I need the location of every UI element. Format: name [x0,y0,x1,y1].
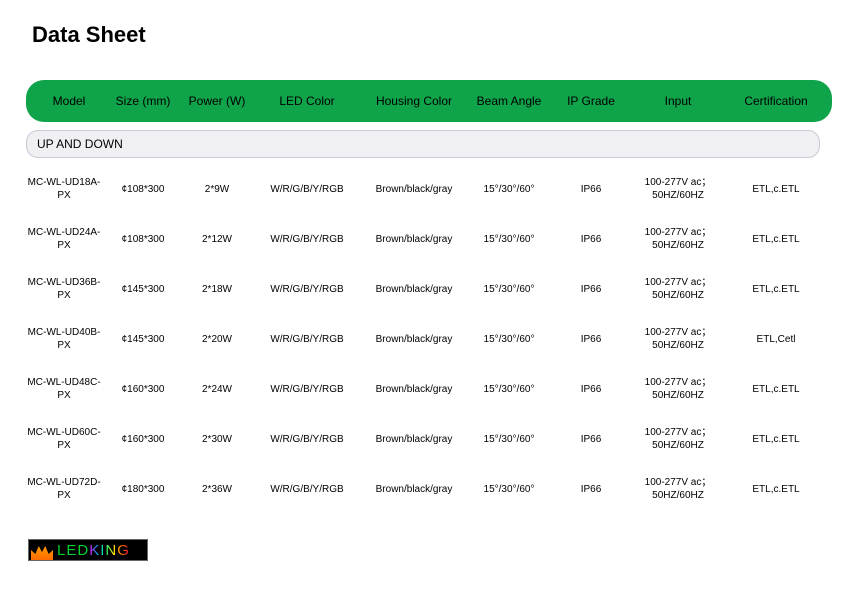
cell-size: ¢160*300 [104,383,182,396]
cell-model: MC-WL-UD72D-PX [26,476,104,502]
cell-ip: IP66 [552,333,630,346]
cell-cert: ETL,c.ETL [726,383,826,396]
table-row: MC-WL-UD24A-PX¢108*3002*12WW/R/G/B/Y/RGB… [26,214,836,264]
header-model: Model [26,94,104,108]
brand-logo: LEDKING [28,539,148,561]
cell-power: 2*20W [182,333,252,346]
cell-led: W/R/G/B/Y/RGB [252,233,362,246]
cell-input: 100-277V ac；50HZ/60HZ [630,176,726,202]
cell-cert: ETL,c.ETL [726,483,826,496]
cell-model: MC-WL-UD36B-PX [26,276,104,302]
cell-model: MC-WL-UD48C-PX [26,376,104,402]
cell-led: W/R/G/B/Y/RGB [252,283,362,296]
cell-ip: IP66 [552,183,630,196]
table-row: MC-WL-UD48C-PX¢160*3002*24WW/R/G/B/Y/RGB… [26,364,836,414]
cell-housing: Brown/black/gray [362,183,466,196]
cell-ip: IP66 [552,233,630,246]
cell-model: MC-WL-UD40B-PX [26,326,104,352]
cell-led: W/R/G/B/Y/RGB [252,483,362,496]
cell-size: ¢180*300 [104,483,182,496]
table-row: MC-WL-UD36B-PX¢145*3002*18WW/R/G/B/Y/RGB… [26,264,836,314]
header-housing: Housing Color [362,94,466,108]
cell-housing: Brown/black/gray [362,383,466,396]
header-ip: IP Grade [552,94,630,108]
cell-beam: 15°/30°/60° [466,433,552,446]
cell-beam: 15°/30°/60° [466,283,552,296]
cell-model: MC-WL-UD60C-PX [26,426,104,452]
cell-size: ¢108*300 [104,233,182,246]
cell-cert: ETL,c.ETL [726,183,826,196]
logo-king: KING [89,542,130,559]
logo-led: LED [57,542,89,559]
table-row: MC-WL-UD18A-PX¢108*3002*9WW/R/G/B/Y/RGBB… [26,164,836,214]
cell-led: W/R/G/B/Y/RGB [252,433,362,446]
cell-housing: Brown/black/gray [362,283,466,296]
cell-beam: 15°/30°/60° [466,333,552,346]
table-row: MC-WL-UD40B-PX¢145*3002*20WW/R/G/B/Y/RGB… [26,314,836,364]
cell-ip: IP66 [552,283,630,296]
cell-size: ¢145*300 [104,283,182,296]
header-power: Power (W) [182,94,252,108]
cell-beam: 15°/30°/60° [466,483,552,496]
cell-input: 100-277V ac；50HZ/60HZ [630,476,726,502]
cell-housing: Brown/black/gray [362,433,466,446]
cell-beam: 15°/30°/60° [466,383,552,396]
cell-cert: ETL,Cetl [726,333,826,346]
cell-input: 100-277V ac；50HZ/60HZ [630,326,726,352]
cell-led: W/R/G/B/Y/RGB [252,333,362,346]
cell-size: ¢145*300 [104,333,182,346]
cell-input: 100-277V ac；50HZ/60HZ [630,376,726,402]
header-size: Size (mm) [104,94,182,108]
cell-housing: Brown/black/gray [362,483,466,496]
cell-housing: Brown/black/gray [362,333,466,346]
cell-cert: ETL,c.ETL [726,283,826,296]
table-header: Model Size (mm) Power (W) LED Color Hous… [26,80,832,122]
section-label: UP AND DOWN [26,130,820,158]
cell-power: 2*18W [182,283,252,296]
cell-model: MC-WL-UD24A-PX [26,226,104,252]
header-cert: Certification [726,94,826,108]
cell-power: 2*24W [182,383,252,396]
table-row: MC-WL-UD60C-PX¢160*3002*30WW/R/G/B/Y/RGB… [26,414,836,464]
cell-ip: IP66 [552,433,630,446]
cell-model: MC-WL-UD18A-PX [26,176,104,202]
cell-cert: ETL,c.ETL [726,433,826,446]
header-input: Input [630,94,726,108]
cell-beam: 15°/30°/60° [466,183,552,196]
cell-input: 100-277V ac；50HZ/60HZ [630,276,726,302]
header-beam: Beam Angle [466,94,552,108]
cell-power: 2*9W [182,183,252,196]
cell-beam: 15°/30°/60° [466,233,552,246]
table-row: MC-WL-UD72D-PX¢180*3002*36WW/R/G/B/Y/RGB… [26,464,836,514]
cell-led: W/R/G/B/Y/RGB [252,183,362,196]
cell-power: 2*12W [182,233,252,246]
cell-housing: Brown/black/gray [362,233,466,246]
cell-size: ¢160*300 [104,433,182,446]
cell-led: W/R/G/B/Y/RGB [252,383,362,396]
header-led: LED Color [252,94,362,108]
cell-power: 2*30W [182,433,252,446]
page-title: Data Sheet [0,0,842,48]
table-body: MC-WL-UD18A-PX¢108*3002*9WW/R/G/B/Y/RGBB… [26,164,836,514]
cell-input: 100-277V ac；50HZ/60HZ [630,426,726,452]
cell-power: 2*36W [182,483,252,496]
cell-ip: IP66 [552,383,630,396]
cell-cert: ETL,c.ETL [726,233,826,246]
cell-input: 100-277V ac；50HZ/60HZ [630,226,726,252]
cell-size: ¢108*300 [104,183,182,196]
crown-icon [31,540,53,560]
cell-ip: IP66 [552,483,630,496]
